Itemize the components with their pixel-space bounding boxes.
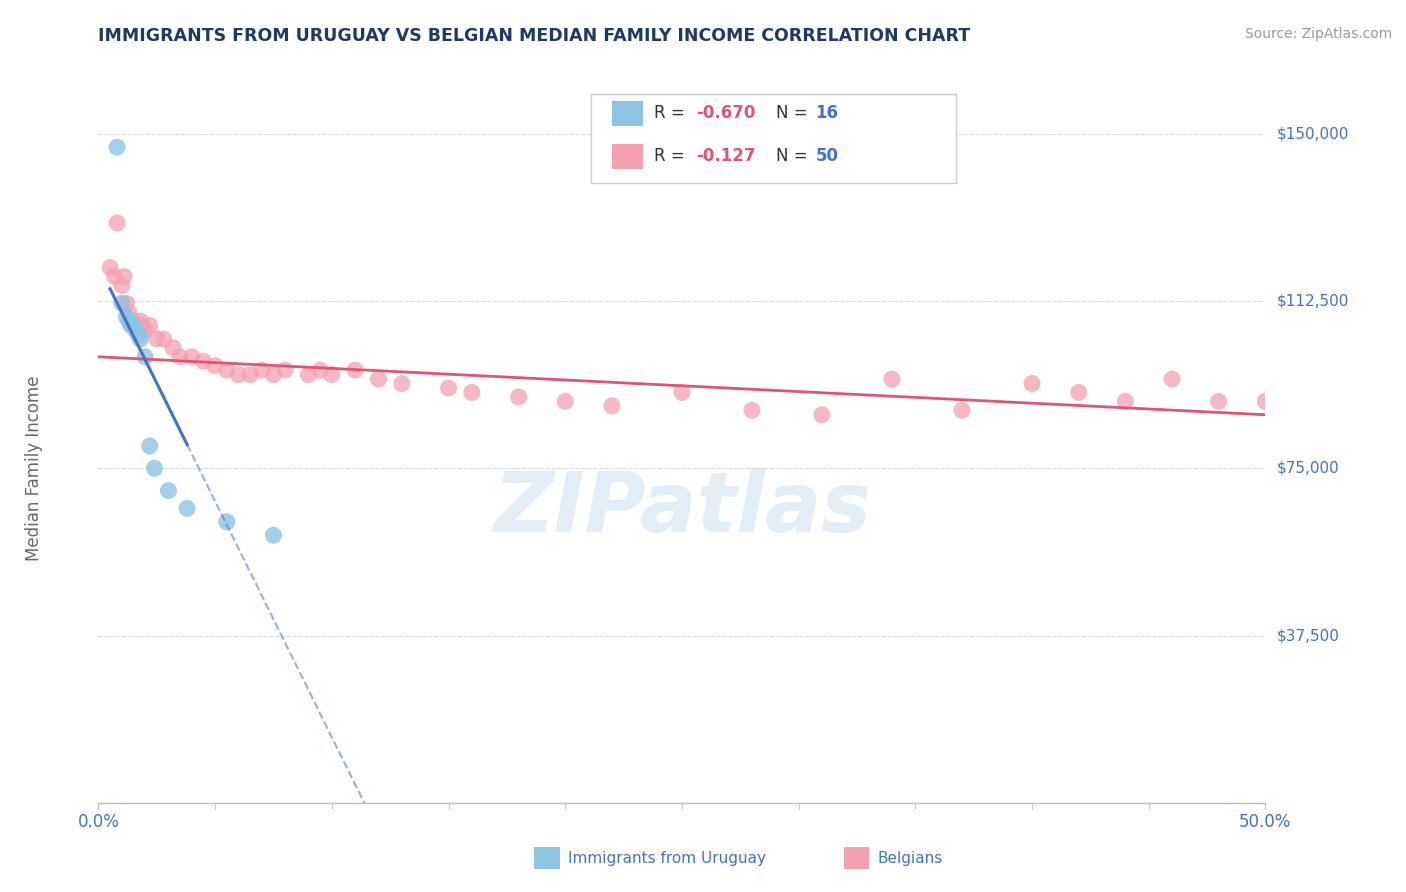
- Point: [367, 372, 389, 386]
- Point: [671, 385, 693, 400]
- Point: [111, 278, 134, 293]
- Point: [297, 368, 319, 382]
- Point: [118, 314, 141, 328]
- Point: [139, 439, 162, 453]
- Point: [204, 359, 226, 373]
- Point: [554, 394, 576, 409]
- Text: N =: N =: [776, 104, 813, 122]
- Point: [146, 332, 169, 346]
- Text: $112,500: $112,500: [1277, 293, 1348, 309]
- Point: [391, 376, 413, 391]
- Point: [508, 390, 530, 404]
- Text: Source: ZipAtlas.com: Source: ZipAtlas.com: [1244, 27, 1392, 41]
- Point: [122, 318, 145, 333]
- Point: [125, 323, 148, 337]
- Point: [1021, 376, 1043, 391]
- Point: [1254, 394, 1277, 409]
- Point: [115, 296, 138, 310]
- Point: [129, 332, 152, 346]
- Point: [143, 461, 166, 475]
- Point: [176, 501, 198, 516]
- Point: [134, 323, 156, 337]
- Point: [120, 318, 142, 333]
- Point: [950, 403, 973, 417]
- Point: [120, 314, 142, 328]
- Text: IMMIGRANTS FROM URUGUAY VS BELGIAN MEDIAN FAMILY INCOME CORRELATION CHART: IMMIGRANTS FROM URUGUAY VS BELGIAN MEDIA…: [98, 27, 970, 45]
- Point: [127, 318, 149, 333]
- Point: [157, 483, 180, 498]
- Text: $37,500: $37,500: [1277, 628, 1340, 643]
- Text: ZIPatlas: ZIPatlas: [494, 468, 870, 549]
- Point: [162, 341, 184, 355]
- Point: [118, 305, 141, 319]
- Point: [880, 372, 903, 386]
- Text: R =: R =: [654, 147, 690, 165]
- Point: [132, 318, 155, 333]
- Point: [125, 318, 148, 333]
- Point: [228, 368, 250, 382]
- Text: $75,000: $75,000: [1277, 461, 1340, 475]
- Point: [309, 363, 332, 377]
- Point: [344, 363, 367, 377]
- Point: [215, 363, 238, 377]
- Point: [811, 408, 834, 422]
- Point: [180, 350, 202, 364]
- Point: [112, 269, 135, 284]
- Point: [152, 332, 174, 346]
- Point: [741, 403, 763, 417]
- Text: -0.670: -0.670: [696, 104, 755, 122]
- Point: [1067, 385, 1090, 400]
- Point: [437, 381, 460, 395]
- Point: [115, 310, 138, 324]
- Point: [127, 327, 149, 342]
- Point: [1114, 394, 1136, 409]
- Point: [98, 260, 121, 275]
- Text: Immigrants from Uruguay: Immigrants from Uruguay: [568, 851, 766, 865]
- Text: 50: 50: [815, 147, 838, 165]
- Point: [461, 385, 484, 400]
- Point: [1161, 372, 1184, 386]
- Point: [1208, 394, 1230, 409]
- Text: Median Family Income: Median Family Income: [25, 376, 44, 561]
- Point: [250, 363, 273, 377]
- Point: [111, 296, 134, 310]
- Point: [134, 350, 156, 364]
- Point: [262, 528, 284, 542]
- Point: [105, 140, 128, 154]
- Point: [274, 363, 297, 377]
- Point: [139, 318, 162, 333]
- Point: [262, 368, 284, 382]
- Text: R =: R =: [654, 104, 690, 122]
- Point: [193, 354, 215, 368]
- Text: 16: 16: [815, 104, 838, 122]
- Text: -0.127: -0.127: [696, 147, 755, 165]
- Point: [239, 368, 262, 382]
- Point: [129, 314, 152, 328]
- Point: [122, 314, 145, 328]
- Point: [321, 368, 343, 382]
- Text: N =: N =: [776, 147, 813, 165]
- Text: Belgians: Belgians: [877, 851, 942, 865]
- Point: [600, 399, 623, 413]
- Point: [215, 515, 238, 529]
- Point: [105, 216, 128, 230]
- Point: [104, 269, 127, 284]
- Text: $150,000: $150,000: [1277, 127, 1348, 141]
- Point: [169, 350, 191, 364]
